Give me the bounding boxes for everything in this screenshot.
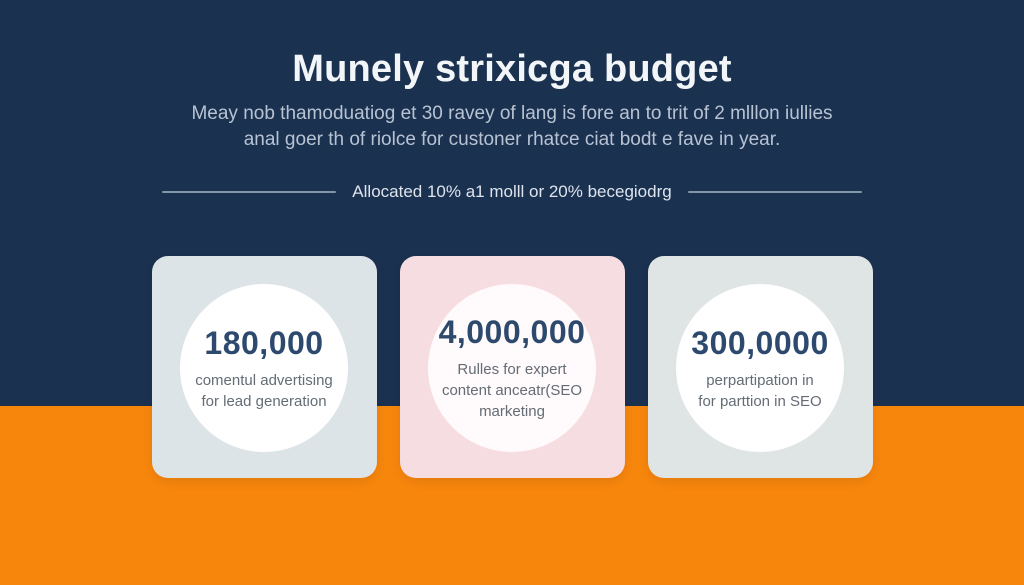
allocation-divider: Allocated 10% a1 molll or 20% becegiodrg: [162, 182, 863, 202]
slide-header: Munely strixicga budget Meay nob thamodu…: [0, 0, 1024, 153]
budget-card-content-seo: 4,000,000 Rulles for expert content ance…: [399, 256, 625, 478]
divider-line-right: [687, 191, 863, 193]
budget-value: 4,000,000: [438, 314, 586, 350]
budget-card-advertising: 180,000 comentul advertising for lead ge…: [151, 256, 377, 478]
stat-circle: 4,000,000 Rulles for expert content ance…: [428, 284, 596, 452]
subtitle-line-2: anal goer th of riolce for custoner rhat…: [243, 129, 781, 150]
budget-cards-row: 180,000 comentul advertising for lead ge…: [0, 256, 1024, 478]
divider-line-left: [162, 191, 337, 193]
budget-label-line: for lead generation: [201, 392, 327, 410]
budget-label-line: Rulles for expert: [457, 361, 567, 378]
budget-label-line: for parttion in SEO: [698, 392, 822, 410]
budget-label-line: comentul advertising: [195, 371, 333, 389]
budget-value: 300,0000: [691, 324, 829, 361]
stat-circle: 300,0000 perpartipation in for parttion …: [676, 284, 844, 452]
budget-value: 180,000: [204, 324, 324, 361]
subtitle-line-1: Meay nob thamoduatiog et 30 ravey of lan…: [191, 103, 833, 124]
slide-subtitle: Meay nob thamoduatiog et 30 ravey of lan…: [0, 101, 1024, 153]
budget-card-participation: 300,0000 perpartipation in for parttion …: [647, 256, 873, 478]
budget-label-line: content anceatr(SEO: [441, 382, 583, 399]
budget-label-line: marketing: [479, 403, 545, 420]
stat-circle: 180,000 comentul advertising for lead ge…: [180, 284, 348, 452]
budget-label-line: perpartipation in: [706, 371, 814, 389]
slide-title: Munely strixicga budget: [292, 48, 732, 90]
allocation-label: Allocated 10% a1 molll or 20% becegiodrg: [352, 182, 672, 201]
